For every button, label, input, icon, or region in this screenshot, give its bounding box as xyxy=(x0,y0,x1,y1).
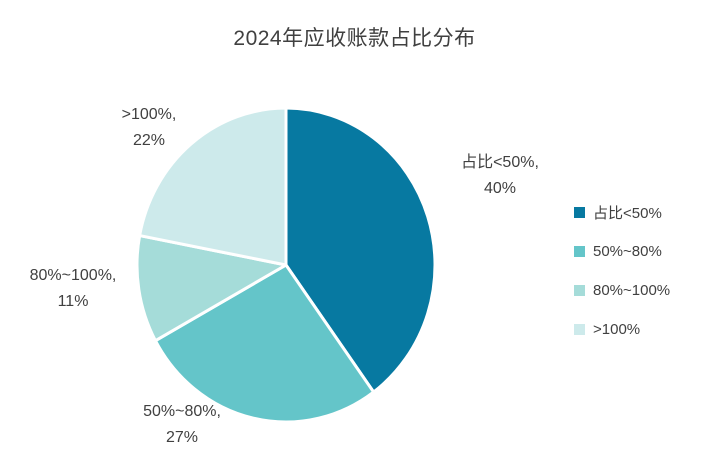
data-label-lt50: 占比<50%, 40% xyxy=(438,150,562,202)
data-label-50-80: 50%~80%, 27% xyxy=(106,399,258,451)
data-label-line: 50%~80%, xyxy=(143,403,221,420)
pie-slice xyxy=(138,106,288,267)
data-label-line: 11% xyxy=(57,293,89,310)
legend-swatch xyxy=(574,284,585,296)
data-label-line: 22% xyxy=(132,132,166,149)
data-label-line: 占比<50%, xyxy=(461,154,539,171)
data-label-line: 80%~100%, xyxy=(29,267,117,284)
data-label-gt100: >100%, 22% xyxy=(90,102,208,154)
pie-slice xyxy=(284,106,437,394)
data-label-line: 27% xyxy=(165,429,199,446)
pie-slice xyxy=(135,234,288,343)
data-label-80-100: 80%~100%, 11% xyxy=(0,263,146,315)
data-label-line: >100%, xyxy=(121,106,177,123)
legend-item-gt100: >100% xyxy=(574,318,670,340)
legend-item-lt50: 占比<50% xyxy=(574,201,670,223)
legend-swatch xyxy=(574,323,585,335)
pie-slice xyxy=(153,263,376,424)
data-label-line: 40% xyxy=(483,180,517,197)
legend-swatch xyxy=(574,245,585,257)
legend-label: >100% xyxy=(593,320,641,338)
chart-title: 2024年应收账款占比分布 xyxy=(233,27,476,50)
legend-label: 50%~80% xyxy=(593,242,662,260)
legend-item-50-80: 50%~80% xyxy=(574,240,670,262)
legend-item-80-100: 80%~100% xyxy=(574,279,670,301)
legend: 占比<50% 50%~80% 80%~100% >100% xyxy=(574,201,670,340)
legend-label: 占比<50% xyxy=(593,204,662,222)
legend-label: 80%~100% xyxy=(593,281,671,299)
legend-swatch xyxy=(574,206,585,218)
